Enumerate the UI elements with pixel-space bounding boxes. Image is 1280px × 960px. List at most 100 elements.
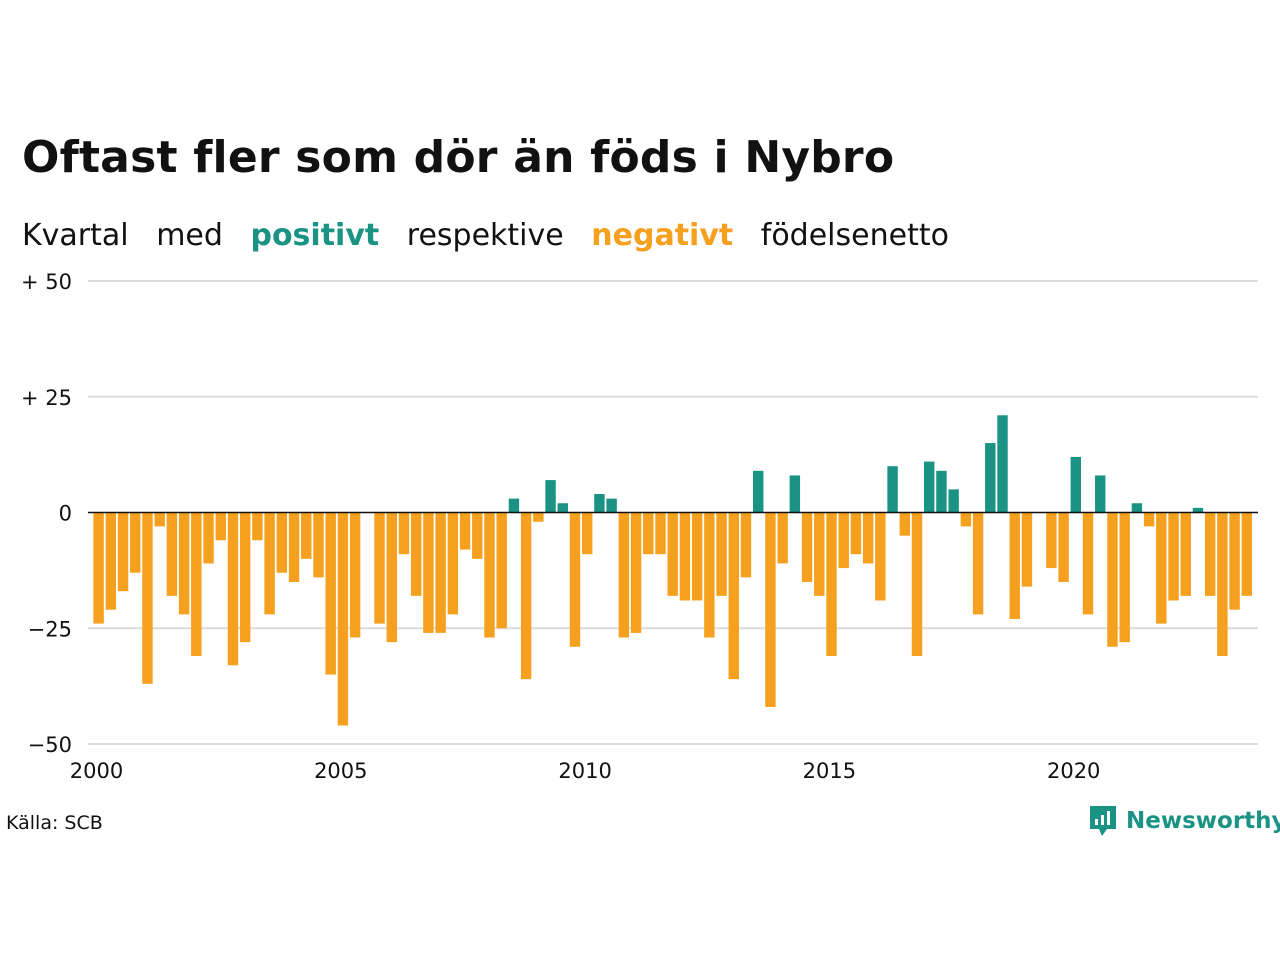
newsworthy-logo[interactable]: Newsworthy (1088, 804, 1280, 838)
bar-negative (203, 512, 214, 564)
subtitle-text-net-births: födelsenetto (760, 218, 949, 253)
y-tick-label: + 25 (21, 386, 72, 410)
bar-positive (887, 466, 898, 513)
bar-negative (1107, 512, 1118, 647)
bar-negative (655, 512, 666, 555)
bar-negative (740, 512, 752, 578)
y-tick-label: −50 (28, 733, 72, 757)
bar-negative (875, 512, 886, 601)
bar-negative (1009, 512, 1020, 619)
bar-positive (1070, 456, 1082, 513)
bar-negative (765, 512, 776, 707)
bar-negative (325, 512, 336, 675)
subtitle-text-with: med (156, 218, 223, 253)
bar-negative (1021, 512, 1033, 587)
subtitle-negative-word: negativt (591, 218, 734, 253)
bar-negative (239, 512, 251, 643)
bar-negative (252, 512, 263, 541)
bar-negative (1119, 512, 1130, 643)
bar-positive (753, 470, 764, 513)
bar-negative (691, 512, 703, 601)
bar-negative (838, 512, 849, 569)
bar-negative (850, 512, 862, 555)
source-note: Källa: SCB (6, 812, 103, 834)
bar-positive (924, 461, 935, 513)
bar-negative (716, 512, 727, 596)
bar-negative (643, 512, 654, 555)
bar-negative (154, 512, 165, 527)
x-tick-label: 2010 (558, 759, 611, 783)
bar-negative (374, 512, 385, 624)
bar-positive (545, 480, 556, 513)
bar-negative (105, 512, 117, 610)
x-tick-label: 2000 (70, 759, 123, 783)
bar-negative (349, 512, 361, 638)
y-tick-label: −25 (28, 617, 72, 641)
y-tick-label: 0 (59, 502, 72, 526)
bar-negative (264, 512, 275, 615)
bar-negative (472, 512, 483, 559)
bar-negative (1229, 512, 1240, 610)
bar-negative (398, 512, 410, 555)
bar-negative (1204, 512, 1216, 596)
bar-negative (1241, 512, 1253, 596)
bar-negative (484, 512, 495, 638)
chart-subtitle: Kvartal med positivt respektive negativt… (22, 218, 967, 253)
bar-negative (826, 512, 837, 657)
bar-negative (960, 512, 972, 527)
bar-negative (862, 512, 874, 564)
bar-negative (972, 512, 984, 615)
bar-positive (1131, 503, 1143, 513)
bar-negative (630, 512, 642, 633)
bar-negative (447, 512, 459, 615)
bar-negative (142, 512, 153, 684)
bar-negative (496, 512, 507, 629)
newsworthy-logo-icon (1090, 806, 1116, 836)
bar-negative (301, 512, 312, 559)
bar-negative (582, 512, 593, 555)
bar-positive (936, 470, 947, 513)
bar-positive (606, 498, 617, 513)
bar-negative (276, 512, 288, 573)
bar-negative (533, 512, 544, 522)
bar-positive (789, 475, 801, 513)
bar-negative (178, 512, 190, 615)
bar-negative (1082, 512, 1094, 615)
bar-negative (288, 512, 300, 582)
bar-positive (948, 489, 959, 513)
bar-negative (801, 512, 813, 582)
bar-negative (814, 512, 825, 596)
bar-negative (117, 512, 129, 592)
bar-positive (594, 493, 605, 513)
subtitle-positive-word: positivt (250, 218, 380, 253)
bar-negative (423, 512, 434, 633)
subtitle-text-respectively: respektive (406, 218, 564, 253)
bar-negative (337, 512, 349, 726)
bar-negative (435, 512, 446, 633)
bar-negative (191, 512, 202, 657)
subtitle-text-quarter: Kvartal (22, 218, 129, 253)
bar-negative (520, 512, 532, 680)
bar-negative (386, 512, 397, 643)
bar-negative (166, 512, 178, 596)
bar-negative (728, 512, 739, 680)
bar-negative (777, 512, 788, 564)
bar-positive (1192, 507, 1204, 513)
bar-negative (227, 512, 239, 666)
bar-negative (1046, 512, 1057, 569)
x-tick-label: 2005 (314, 759, 367, 783)
bar-positive (1095, 475, 1106, 513)
bar-negative (130, 512, 141, 573)
bar-negative (911, 512, 923, 657)
x-tick-label: 2015 (803, 759, 856, 783)
bar-negative (667, 512, 678, 596)
bar-positive (985, 443, 996, 513)
bars (93, 415, 1253, 726)
bar-negative (410, 512, 422, 596)
bar-positive (557, 503, 568, 513)
x-tick-label: 2020 (1047, 759, 1100, 783)
bar-negative (679, 512, 691, 601)
logo-text: Newsworthy (1126, 808, 1280, 834)
y-tick-label: + 50 (21, 270, 72, 294)
